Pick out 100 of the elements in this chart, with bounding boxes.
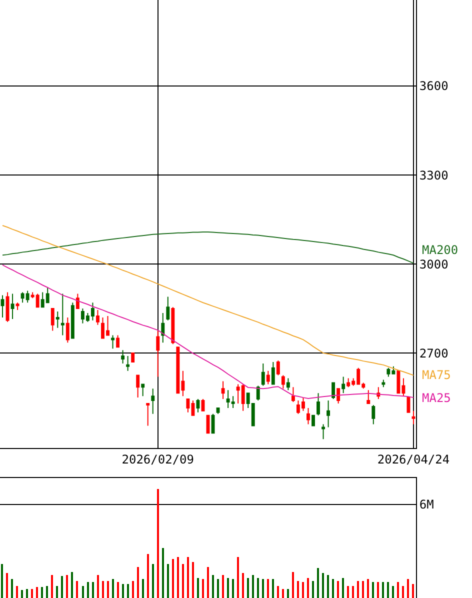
bar <box>1 564 3 598</box>
bar <box>232 579 234 598</box>
candlestick <box>76 293 80 310</box>
candlestick <box>196 398 200 413</box>
bar <box>392 586 394 598</box>
bar <box>76 581 78 598</box>
bar <box>277 586 279 598</box>
candlestick <box>151 388 155 414</box>
bar <box>107 581 109 598</box>
bar <box>377 582 379 598</box>
candlestick <box>221 380 225 400</box>
bar <box>362 581 364 598</box>
candlestick <box>286 378 290 391</box>
candlestick <box>372 404 376 425</box>
bar <box>352 586 354 598</box>
bar <box>327 575 329 598</box>
bar <box>16 586 18 598</box>
candlestick <box>332 382 336 400</box>
candlestick <box>121 350 125 364</box>
bar <box>402 586 404 598</box>
bar <box>372 582 374 598</box>
bar <box>162 548 164 598</box>
bar <box>387 582 389 598</box>
bar <box>97 575 99 598</box>
bar <box>177 557 179 598</box>
bar <box>187 557 189 598</box>
bar <box>212 575 214 598</box>
bar <box>11 579 13 598</box>
candlestick <box>322 424 326 440</box>
bar <box>287 589 289 598</box>
candlestick <box>111 334 114 350</box>
candlestick <box>266 370 270 385</box>
candlestick <box>56 311 60 328</box>
bar <box>247 578 249 598</box>
bar <box>56 586 58 598</box>
candlestick <box>382 379 386 388</box>
bar <box>142 579 144 598</box>
bar <box>66 575 68 598</box>
bar <box>217 579 219 598</box>
candlestick <box>281 374 285 390</box>
candlestick <box>412 410 416 425</box>
bar <box>267 579 269 598</box>
bar <box>222 575 224 598</box>
y-tick-label: 3600 <box>419 79 448 94</box>
bar <box>317 568 319 598</box>
bar <box>21 590 23 598</box>
bar <box>297 581 299 598</box>
candlestick <box>161 312 165 344</box>
candlestick <box>276 360 280 376</box>
candlestick <box>312 414 315 426</box>
bar <box>61 576 63 598</box>
candlestick <box>50 308 54 332</box>
bar <box>307 578 309 598</box>
bar <box>117 582 119 598</box>
bar <box>347 586 349 598</box>
candlestick <box>336 388 340 404</box>
candlestick <box>131 352 135 362</box>
bar <box>367 579 369 598</box>
y-tick-label: 3000 <box>419 257 448 272</box>
bar <box>26 589 28 598</box>
bar <box>357 581 359 598</box>
bar <box>51 575 53 598</box>
bar <box>242 573 244 598</box>
bar <box>122 584 124 598</box>
bar <box>252 575 254 598</box>
bar <box>322 573 324 598</box>
x-tick-label: 2026/04/24 <box>377 452 450 466</box>
bar <box>36 587 38 598</box>
candlestick <box>16 302 20 311</box>
candlestick <box>261 362 265 386</box>
candlestick <box>146 403 150 426</box>
candlestick <box>0 294 4 318</box>
bar <box>332 579 334 598</box>
bar <box>87 582 89 598</box>
candlestick <box>60 293 64 336</box>
bar <box>302 582 304 598</box>
series-label: MA75 <box>422 368 451 382</box>
y-tick-label: 2700 <box>419 346 448 360</box>
candlestick <box>166 296 170 321</box>
candlestick <box>306 407 310 425</box>
series-label: MA25 <box>422 391 451 405</box>
y-tick-label: 3300 <box>419 168 448 182</box>
candlestick <box>171 306 175 345</box>
bar <box>137 567 139 598</box>
bar <box>257 578 259 598</box>
bar <box>71 572 73 598</box>
bar <box>157 489 159 598</box>
bar <box>237 557 239 598</box>
bar <box>41 587 43 598</box>
bar <box>272 579 274 598</box>
bar <box>102 581 104 598</box>
bar <box>202 579 204 598</box>
bar <box>382 582 384 598</box>
candlestick <box>96 310 100 326</box>
bar <box>397 582 399 598</box>
candlestick <box>6 292 10 322</box>
candlestick <box>342 376 346 394</box>
bar <box>172 559 174 598</box>
candlestick <box>66 316 70 344</box>
candlestick <box>366 390 370 404</box>
